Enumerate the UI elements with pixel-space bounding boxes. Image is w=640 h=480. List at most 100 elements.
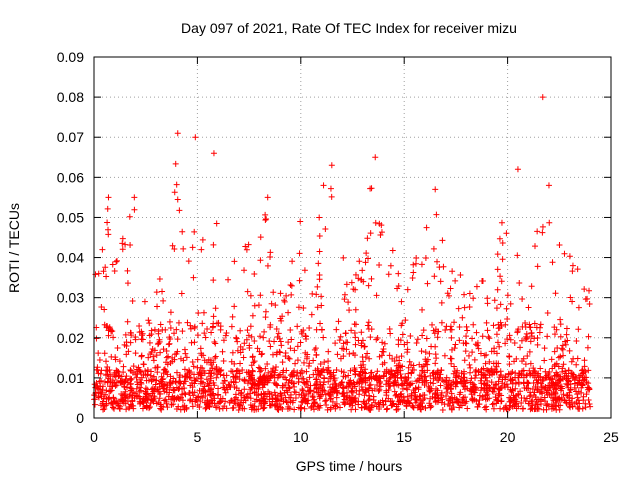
data-point [245,332,252,339]
data-point [322,225,329,232]
data-point [214,371,221,378]
data-point [539,94,546,101]
data-point [336,404,343,411]
data-point [121,392,128,399]
data-point [308,311,315,318]
data-point [541,345,548,352]
data-point [316,272,323,279]
data-point [260,381,267,388]
data-point [338,379,345,386]
data-point [291,406,298,413]
data-point [102,264,109,271]
data-point [294,323,301,330]
data-point [278,342,285,349]
data-point [554,380,561,387]
data-point [383,381,390,388]
data-point [362,366,369,373]
data-point [490,405,497,412]
data-point [314,371,321,378]
data-point [377,383,384,390]
data-point [485,333,492,340]
data-point [401,341,408,348]
data-point [101,405,108,412]
data-point [265,388,272,395]
x-axis-label: GPS time / hours [296,458,403,474]
data-point [575,326,582,333]
data-point [114,344,121,351]
data-point [265,369,272,376]
data-point [366,396,373,403]
data-point [157,390,164,397]
data-point [113,258,120,265]
data-point [448,360,455,367]
data-point [495,385,502,392]
data-point [545,182,552,189]
data-point [374,335,381,342]
data-point [231,303,238,310]
data-point [153,400,160,407]
data-point [157,321,164,328]
data-point [421,369,428,376]
data-point [502,383,509,390]
data-point [528,283,535,290]
data-point [239,346,246,353]
data-point [446,377,453,384]
data-point [155,340,162,347]
data-point [515,326,522,333]
data-point [438,319,445,326]
data-point [173,326,180,333]
data-point [122,331,129,338]
data-point [562,341,569,348]
data-point [423,380,430,387]
data-point [147,372,154,379]
data-point [226,382,233,389]
data-point [279,359,286,366]
data-point [527,338,534,345]
data-point [448,334,455,341]
data-point [286,384,293,391]
data-point [174,336,181,343]
data-point [476,397,483,404]
data-point [413,396,420,403]
data-point [236,376,243,383]
data-point [103,323,110,330]
data-point [114,400,121,407]
data-point [320,182,327,189]
data-point [503,402,510,409]
data-point [517,388,524,395]
data-point [203,359,210,366]
data-point [100,403,107,410]
data-point [182,391,189,398]
data-point [348,388,355,395]
data-point [398,298,405,305]
data-point [356,258,363,265]
data-point [169,242,176,249]
data-point [419,332,426,339]
data-point [493,381,500,388]
data-point [461,357,468,364]
data-point [313,381,320,388]
data-point [127,339,134,346]
data-point [346,307,353,314]
data-point [257,257,264,264]
data-point [525,304,532,311]
data-point [386,383,393,390]
data-point [210,369,217,376]
data-point [573,337,580,344]
data-point [510,392,517,399]
plot-frame [93,56,612,419]
data-point [358,376,365,383]
data-point [327,396,334,403]
data-point [228,368,235,375]
data-point [437,278,444,285]
data-point [445,292,452,299]
data-point [316,233,323,240]
data-point [439,377,446,384]
data-point [285,339,292,346]
data-point [201,399,208,406]
data-point [255,406,262,413]
data-point [248,372,255,379]
data-point [269,395,276,402]
data-point [474,339,481,346]
data-point [95,270,102,277]
